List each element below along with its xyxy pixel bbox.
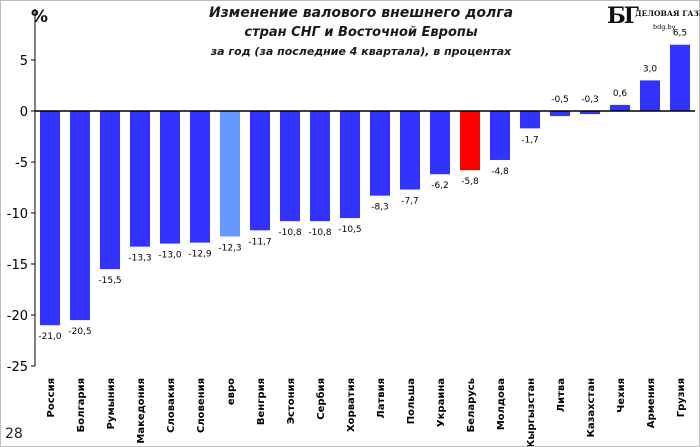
x-tick-label: Латвия bbox=[376, 378, 387, 419]
x-tick-label: Россия bbox=[46, 378, 57, 417]
logo-name: ДЕЛОВАЯ ГАЗЕТА bbox=[635, 9, 700, 18]
x-tick-label: Польша bbox=[406, 378, 417, 424]
title-line-1: Изменение валового внешнего долга bbox=[208, 5, 514, 21]
data-label: 3,0 bbox=[643, 64, 658, 74]
bar-11 bbox=[340, 111, 360, 219]
x-tick-label: Болгария bbox=[76, 378, 87, 432]
bar-21 bbox=[640, 80, 660, 111]
x-tick-label: Беларусь bbox=[466, 378, 477, 432]
x-tick-label: Сербия bbox=[315, 378, 327, 420]
x-tick-label: Грузия bbox=[676, 378, 687, 417]
bar-7 bbox=[220, 111, 240, 237]
y-tick-label: -15 bbox=[7, 258, 28, 273]
y-tick-label: 0 bbox=[20, 105, 28, 120]
data-label: -6,2 bbox=[431, 181, 449, 191]
x-tick-label: Венгрия bbox=[256, 378, 267, 425]
data-label: -0,5 bbox=[551, 95, 569, 105]
x-tick-label: Словения bbox=[196, 378, 207, 433]
title-line-3: за год (за последние 4 квартала), в проц… bbox=[210, 45, 512, 58]
y-tick-label: -10 bbox=[7, 207, 28, 222]
data-label: 0,6 bbox=[613, 89, 628, 99]
title-line-2: стран СНГ и Восточной Европы bbox=[244, 25, 478, 40]
bar-13 bbox=[400, 111, 420, 190]
x-tick-label: Румыния bbox=[106, 378, 117, 429]
bar-2 bbox=[70, 111, 90, 321]
bar-8 bbox=[250, 111, 270, 231]
data-label: -7,7 bbox=[401, 197, 419, 207]
logo-mark: БГ bbox=[607, 3, 639, 29]
y-tick-label: 5 bbox=[20, 54, 28, 69]
y-tick-label: -20 bbox=[7, 309, 28, 324]
data-label: -15,5 bbox=[98, 276, 121, 286]
x-tick-label: Литва bbox=[556, 378, 567, 412]
data-label: -5,8 bbox=[461, 177, 479, 187]
data-label: -0,3 bbox=[581, 95, 599, 105]
data-label: -1,7 bbox=[521, 135, 539, 145]
bar-12 bbox=[370, 111, 390, 196]
data-label: -10,8 bbox=[308, 228, 332, 238]
bar-20 bbox=[610, 104, 630, 111]
bar-16 bbox=[490, 111, 510, 160]
data-label: 6,5 bbox=[673, 29, 687, 39]
x-tick-label: Чехия bbox=[616, 378, 627, 413]
x-tick-label: Хорватия bbox=[346, 378, 357, 432]
x-tick-label: Македония bbox=[136, 378, 147, 444]
bar-5 bbox=[160, 111, 180, 244]
x-tick-label: Кыргызстан bbox=[526, 378, 537, 446]
data-label: -10,5 bbox=[338, 225, 361, 235]
bar-6 bbox=[190, 111, 210, 243]
bar-19 bbox=[580, 111, 600, 115]
logo-site: bdg.by bbox=[653, 23, 676, 31]
bar-4 bbox=[130, 111, 150, 247]
bar-10 bbox=[310, 111, 330, 222]
x-tick-label: Украина bbox=[436, 378, 447, 427]
data-label: -4,8 bbox=[491, 167, 509, 177]
x-tick-label: Словакия bbox=[166, 378, 177, 433]
y-tick-label: -5 bbox=[15, 156, 28, 171]
data-label: -12,9 bbox=[188, 250, 212, 260]
bar-9 bbox=[280, 111, 300, 222]
data-label: -10,8 bbox=[278, 228, 302, 238]
y-tick-label: -25 bbox=[7, 360, 28, 375]
data-label: -20,5 bbox=[68, 327, 91, 337]
data-label: -21,0 bbox=[38, 332, 62, 342]
bar-22 bbox=[670, 44, 690, 112]
bar-15 bbox=[460, 111, 480, 171]
data-label: -8,3 bbox=[371, 203, 389, 213]
x-tick-label: Эстония bbox=[286, 378, 297, 424]
page-number: 28 bbox=[5, 426, 23, 442]
bar-1 bbox=[40, 111, 60, 326]
bar-14 bbox=[430, 111, 450, 175]
bar-3 bbox=[100, 111, 120, 270]
bar-18 bbox=[550, 111, 570, 117]
data-label: -13,3 bbox=[128, 254, 151, 264]
x-tick-label: Армения bbox=[646, 378, 657, 428]
x-tick-label: евро bbox=[226, 378, 237, 405]
publisher-logo: БГ ДЕЛОВАЯ ГАЗЕТА bdg.by bbox=[605, 3, 700, 39]
data-label: -13,0 bbox=[158, 251, 182, 261]
x-tick-label: Казахстан bbox=[586, 378, 597, 437]
bar-17 bbox=[520, 111, 540, 129]
data-label: -12,3 bbox=[218, 243, 241, 253]
data-label: -11,7 bbox=[248, 237, 271, 247]
x-tick-label: Молдова bbox=[496, 378, 507, 430]
